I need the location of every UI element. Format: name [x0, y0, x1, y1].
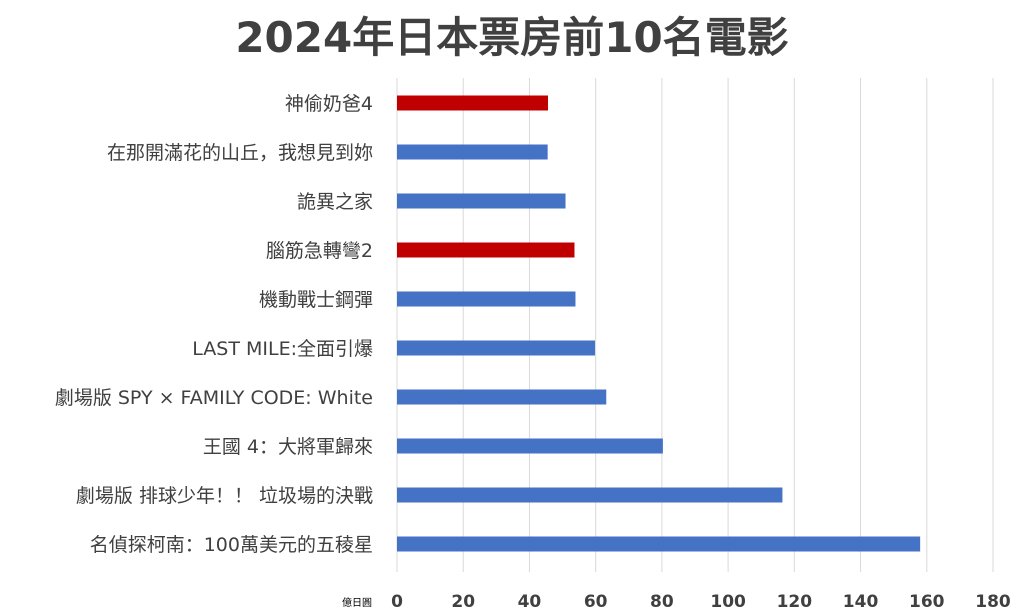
category-label: 在那開滿花的山丘，我想見到妳 [107, 142, 373, 164]
x-tick-label: 120 [777, 592, 813, 612]
bar [397, 487, 783, 503]
category-label: 劇場版 排球少年！！ 垃圾場的決戰 [76, 485, 373, 507]
x-axis-unit-label: 億日圓 [342, 596, 372, 609]
x-tick-label: 100 [710, 592, 746, 612]
bar [397, 95, 548, 111]
bar [397, 340, 596, 356]
bar [397, 242, 575, 258]
bar [397, 438, 663, 454]
x-tick-label: 0 [391, 592, 403, 612]
bar [397, 291, 576, 307]
category-label: 腦筋急轉彎2 [266, 240, 373, 262]
category-label: 王國 4：大將軍歸來 [203, 436, 373, 458]
bar [397, 389, 607, 405]
x-tick-label: 80 [650, 592, 674, 612]
x-tick-label: 40 [518, 592, 542, 612]
category-label: 名偵探柯南：100萬美元的五稜星 [90, 534, 373, 556]
x-tick-label: 60 [584, 592, 608, 612]
x-tick-label: 20 [451, 592, 475, 612]
x-tick-label: 140 [843, 592, 879, 612]
x-tick-label: 160 [909, 592, 945, 612]
bar [397, 193, 566, 209]
category-label: 劇場版 SPY × FAMILY CODE: White [55, 387, 373, 409]
category-label: 詭異之家 [297, 191, 373, 213]
x-tick-label: 180 [975, 592, 1011, 612]
chart-title: 2024年日本票房前10名電影 [235, 13, 789, 62]
category-label: 機動戰士鋼彈 [259, 289, 373, 311]
bar [397, 536, 921, 552]
category-label: 神偷奶爸4 [285, 93, 373, 115]
bar [397, 144, 548, 160]
category-label: LAST MILE:全面引爆 [192, 338, 373, 360]
